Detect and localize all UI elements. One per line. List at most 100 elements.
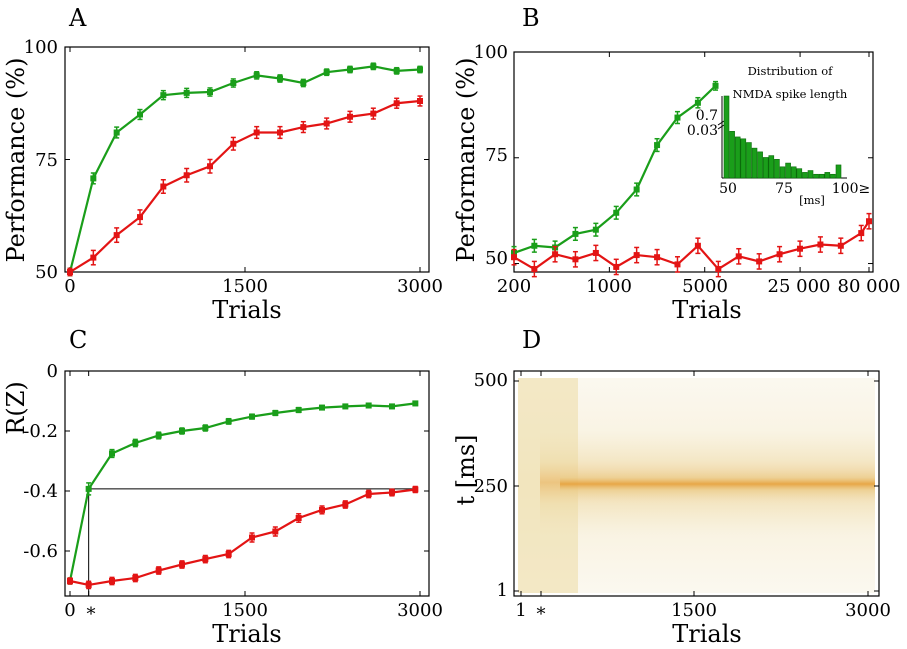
panel-b-y-label: Performance (%) (452, 58, 480, 263)
panel-c-y-label: R(Z) (2, 381, 30, 434)
inset-bar-16 (813, 173, 819, 179)
panel-a-red-point-7 (230, 140, 237, 147)
panel-letter-d: D (522, 326, 541, 354)
panel-b-xtick-80000: 80 000 (838, 276, 901, 297)
panel-b-red-point-2 (552, 251, 559, 258)
panel-b-chart: Performance (%) Trials 50 75 100 200 100… (452, 42, 900, 324)
panel-a-red-point-8 (253, 129, 260, 136)
panel-c-red-point-14 (389, 489, 395, 496)
panel-a-green-point-15 (417, 66, 423, 73)
panel-a-red-point-15 (417, 98, 423, 104)
panel-a-red-point-4 (160, 183, 167, 190)
panel-a-red-point-0 (67, 269, 73, 275)
panel-b-inset-histogram: Distribution of NMDA spike length 0.7 0.… (687, 64, 870, 207)
inset-xtick-75: 75 (775, 181, 793, 197)
panel-c-x-label: Trials (212, 620, 281, 648)
panel-a-xtick-0: 0 (64, 276, 75, 297)
inset-bar-7 (762, 157, 769, 179)
inset-bar-8 (768, 155, 775, 179)
panel-a-green-point-14 (393, 67, 400, 74)
panel-d-ytick-250: 250 (474, 476, 508, 497)
inset-bar-1 (729, 131, 735, 179)
panel-a-green-point-9 (277, 75, 283, 82)
panel-c-xtick-0: 0 (64, 600, 75, 621)
inset-title-line-2: NMDA spike length (733, 87, 848, 101)
panel-b-red-point-3 (572, 256, 579, 263)
inset-bar-20 (835, 164, 842, 179)
panel-c-red-point-6 (202, 556, 209, 563)
inset-bars-layer (723, 95, 842, 179)
panel-b-green-point-4 (592, 226, 599, 233)
panel-b-green-point-5 (613, 209, 620, 216)
panel-b-red-point-4 (592, 249, 599, 256)
inset-xtick-50: 50 (719, 181, 737, 197)
panel-d-frame (513, 370, 880, 597)
panel-c-green-point-7 (225, 418, 232, 425)
panel-c-red-point-7 (225, 551, 232, 557)
panel-a-red-point-3 (137, 214, 143, 221)
panel-c-green-point-1 (85, 485, 92, 492)
panel-a-red-point-11 (323, 120, 330, 127)
panel-c-red-point-4 (155, 567, 162, 574)
panel-c-green-point-3 (132, 440, 139, 446)
panel-b-red-point-0 (511, 254, 517, 261)
panel-b-ytick-100: 100 (474, 42, 508, 63)
panel-c-green-point-2 (109, 450, 115, 457)
panel-c-xtick-1500: 1500 (222, 600, 268, 621)
inset-bar-9 (774, 159, 780, 179)
panel-c-green-point-8 (249, 413, 255, 420)
panel-c-green-point-12 (342, 403, 349, 410)
panel-b-red-point-14 (796, 245, 803, 252)
panel-b-xtick-1000: 1000 (586, 276, 632, 297)
panel-a-ytick-75: 75 (35, 150, 58, 171)
inset-bar-18 (824, 172, 831, 179)
inset-bar-4 (746, 142, 752, 179)
panel-b-xtick-25000: 25 000 (768, 276, 831, 297)
panel-c-green-point-9 (272, 410, 279, 416)
panel-a-red-point-1 (90, 254, 97, 261)
panel-c-red-point-1 (85, 581, 92, 588)
panel-d-core-band (560, 468, 875, 500)
panel-a-y-label: Performance (%) (2, 58, 30, 263)
panel-letter-a: A (68, 4, 87, 32)
panel-b-green-point-9 (694, 99, 701, 106)
panel-c-red-point-8 (249, 534, 255, 541)
inset-bar-5 (751, 147, 758, 179)
panel-c-ytick-m0-2: -0.2 (23, 421, 58, 442)
panel-c-green-point-5 (179, 428, 185, 434)
panel-b-series-layer (511, 51, 873, 278)
panel-b-red-point-8 (674, 261, 681, 268)
inset-bar-19 (830, 173, 836, 179)
panel-d-xtick-3000: 3000 (845, 600, 891, 621)
panel-a-green-point-13 (370, 63, 377, 70)
inset-bar-0 (723, 95, 730, 179)
panel-a-red-point-13 (370, 110, 377, 117)
panel-b-red-point-5 (613, 263, 620, 270)
panel-d-ytick-500: 500 (474, 370, 508, 391)
panel-a-xtick-1500: 1500 (222, 276, 268, 297)
inset-ytick-0-7: 0.7 (696, 108, 718, 124)
inset-ytick-0-03: 0.03 (687, 123, 718, 139)
panel-c-green-point-11 (319, 404, 325, 411)
panel-c-red-point-0 (67, 578, 73, 584)
panel-b-red-point-16 (837, 242, 844, 249)
panel-c-chart: R(Z) Trials 0 -0.2 -0.4 -0.6 0 * 1500 30… (2, 361, 443, 648)
panel-b-green-point-1 (531, 242, 538, 249)
panel-b-frame (513, 51, 874, 273)
inset-bar-2 (734, 136, 741, 179)
panel-a-xtick-3000: 3000 (397, 276, 443, 297)
panel-a-green-point-5 (183, 89, 190, 96)
panel-c-green-point-13 (365, 402, 372, 409)
panel-b-green-point-8 (674, 114, 681, 121)
panel-a-red-point-14 (393, 100, 400, 107)
panel-b-green-point-7 (654, 142, 661, 149)
panel-a-green-point-4 (160, 92, 167, 99)
panel-c-ytick-m0-4: -0.4 (23, 481, 58, 502)
panel-b-xtick-5000: 5000 (682, 276, 728, 297)
inset-bar-12 (790, 166, 797, 179)
panel-a-green-point-6 (207, 89, 213, 95)
panel-c-green-point-4 (155, 432, 162, 439)
panel-b-ytick-50: 50 (485, 248, 508, 269)
panel-d-heatmap: t [ms] Trials 500 250 1 1 * 1500 3000 (452, 370, 891, 648)
